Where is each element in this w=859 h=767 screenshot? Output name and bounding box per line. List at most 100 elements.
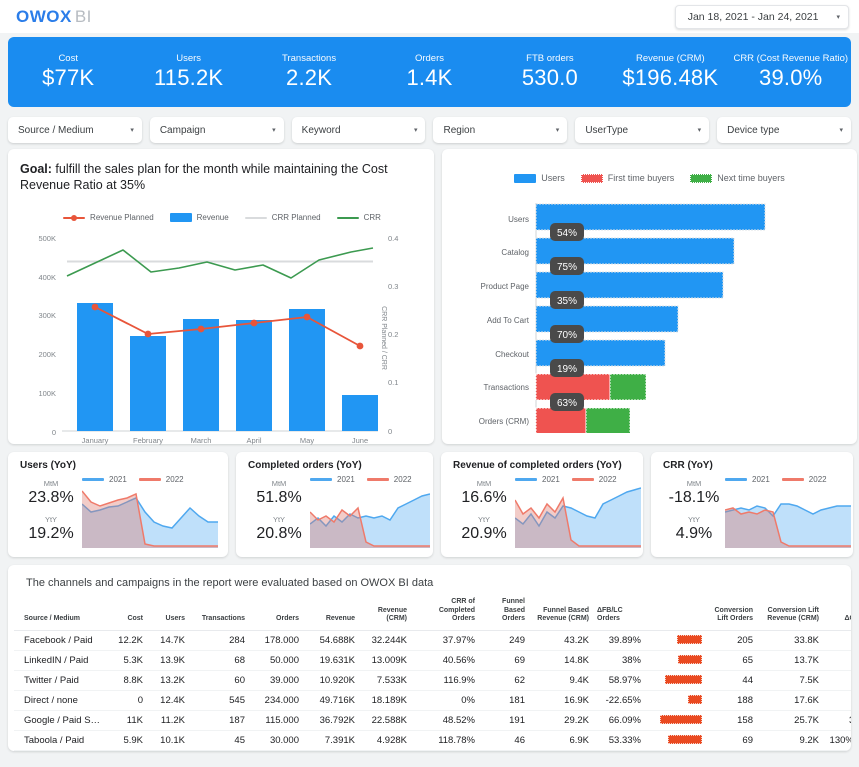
cell-revenue: 19.631K [304,650,360,671]
legend-2022[interactable]: 2022 [571,475,617,484]
filter-keyword[interactable]: Keyword ▾ [291,117,426,143]
table-row[interactable]: Facebook / Paid 12.2K 14.7K 284 178.000 … [14,630,851,651]
legend-revenue[interactable]: Revenue [169,213,229,222]
date-range-picker[interactable]: Jan 18, 2021 - Jan 24, 2021 ▾ [674,4,849,29]
legend-crr[interactable]: CRR [336,213,381,222]
cell-dcl-lc: 53.49% [824,750,851,751]
dcl-value: 37.39% [849,715,851,726]
spark-card-crr-yoy: CRR (YoY) MtM -18.1% YtY 4.9% 2021 [651,452,853,557]
chevron-down-icon: ▾ [413,127,418,134]
cell-dfb-lc: 66.09% [594,710,646,731]
legend-2021[interactable]: 2021 [82,475,127,484]
spark-title: CRR (YoY) [663,460,713,471]
svg-text:0.1: 0.1 [388,378,398,387]
line-swatch-icon [366,478,389,481]
cell-dcl-lc: 37.39% [824,710,851,731]
line-swatch-icon [725,478,747,481]
col-revenue[interactable]: Revenue [304,595,360,631]
yty-value: 20.8% [256,525,302,542]
svg-text:54%: 54% [557,228,577,239]
cell-dfb-bar [646,650,706,671]
cell-fb-revenue: 14.8K [530,650,594,671]
table-row[interactable]: Instagram / Paid 14K 9K 64 43.000 12.031… [14,750,851,751]
svg-text:Catalog: Catalog [501,248,529,257]
kpi-value: 530.0 [521,65,578,90]
filter-campaign[interactable]: Campaign ▾ [149,117,284,143]
col-source-medium[interactable]: Source / Medium [14,595,106,631]
cell-orders: 178.000 [250,630,304,651]
col-revenue-crm[interactable]: Revenue (CRM) [360,595,412,631]
table-row[interactable]: LinkedIN / Paid 5.3K 13.9K 68 50.000 19.… [14,650,851,671]
yty-label: YtY [272,515,286,524]
cell-cl-orders: 69 [706,730,758,751]
table-header-row: Source / Medium Cost Users Transactions … [14,595,851,631]
chevron-down-icon: ▾ [555,127,560,134]
spark-legend: 2021 2022 [725,475,851,484]
kpi-summary-band: Cost $77K Users 115.2K Transactions 2.2K… [8,37,851,107]
filter-label: Device type [727,124,780,136]
cell-users: 13.9K [148,650,190,671]
col-funnel-based-revenue-crm[interactable]: Funnel Based Revenue (CRM) [530,595,594,631]
col-conversion-lift-orders[interactable]: Conversion Lift Orders [706,595,758,631]
legend-next-time-buyers[interactable]: Next time buyers [690,173,785,183]
filter-usertype[interactable]: UserType ▾ [575,117,710,143]
yty-value: 19.2% [28,525,74,542]
kpi-revenue-crm: Revenue (CRM) $196.48K [610,53,730,91]
cell-cl-revenue: 9.2K [758,730,824,751]
col-users[interactable]: Users [148,595,190,631]
cell-dfb-lc: 46.51% [594,750,646,751]
table-body: Facebook / Paid 12.2K 14.7K 284 178.000 … [14,630,851,751]
table-row[interactable]: Direct / none 0 12.4K 545 234.000 49.716… [14,690,851,711]
col-cost[interactable]: Cost [106,595,148,631]
spark-legend: 2021 2022 [310,475,430,484]
cell-cl-revenue: 7.5K [758,670,824,691]
table-row[interactable]: Taboola / Paid 5.9K 10.1K 45 30.000 7.39… [14,730,851,751]
legend-first-time-buyers[interactable]: First time buyers [580,173,674,183]
col-conversion-lift-revenue-crm[interactable]: Conversion Lift Revenue (CRM) [758,595,824,631]
col-transactions[interactable]: Transactions [190,595,250,631]
cell-orders: 115.000 [250,710,304,731]
line-swatch-icon [571,478,594,481]
svg-text:0: 0 [52,428,56,437]
charts-row: Goal: fulfill the sales plan for the mon… [0,149,859,448]
col-delta-cl-lc-orders[interactable]: ΔCL/LC Orders [824,595,851,631]
legend-revenue-planned[interactable]: Revenue Planned [63,213,154,222]
cell-source: LinkedIN / Paid [14,650,106,671]
col-crr-completed-orders[interactable]: CRR of Completed Orders [412,595,480,631]
spark-metrics: MtM 51.8% YtY 20.8% [248,475,310,543]
table-row[interactable]: Google / Paid Se... 11K 11.2K 187 115.00… [14,710,851,731]
owox-bi-logo: OWOX BI [16,7,92,27]
legend-label: 2022 [808,475,827,484]
yty-value: 4.9% [675,525,713,542]
cell-dfb-bar [646,750,706,751]
filter-device-type[interactable]: Device type ▾ [717,117,851,143]
legend-crr-planned[interactable]: CRR Planned [244,213,321,222]
col-orders[interactable]: Orders [250,595,304,631]
funnel-chart-legend: Users First time buyers Next time buyers [452,173,847,183]
legend-2021[interactable]: 2021 [515,475,560,484]
legend-2022[interactable]: 2022 [781,475,827,484]
spark-chart-area: 2021 2022 [309,475,431,553]
cell-dfb-bar [646,710,706,731]
cell-transactions: 68 [190,650,250,671]
cell-fb-revenue: 9.4K [530,670,594,691]
kpi-value: 39.0% [759,65,823,90]
svg-text:Transactions: Transactions [484,383,530,392]
col-delta-fb-lc-orders[interactable]: ΔFB/LC Orders [594,595,646,631]
filter-region[interactable]: Region ▾ [433,117,568,143]
filter-source-medium[interactable]: Source / Medium ▾ [8,117,142,143]
legend-2022[interactable]: 2022 [138,475,184,484]
legend-users[interactable]: Users [514,173,565,183]
cell-orders: 43.000 [250,750,304,751]
legend-2022[interactable]: 2022 [366,475,412,484]
svg-text:CRR Planned / CRR: CRR Planned / CRR [380,306,387,370]
kpi-users: Users 115.2K [128,53,248,91]
table-row[interactable]: Twitter / Paid 8.8K 13.2K 60 39.000 10.9… [14,670,851,691]
col-funnel-based-orders[interactable]: Funnel Based Orders [480,595,530,631]
cell-dfb-lc: 58.97% [594,670,646,691]
cell-crr-completed: 37.97% [412,630,480,651]
cell-cl-orders: 205 [706,630,758,651]
legend-2021[interactable]: 2021 [310,475,355,484]
cell-fb-orders: 181 [480,690,530,711]
legend-2021[interactable]: 2021 [725,475,770,484]
